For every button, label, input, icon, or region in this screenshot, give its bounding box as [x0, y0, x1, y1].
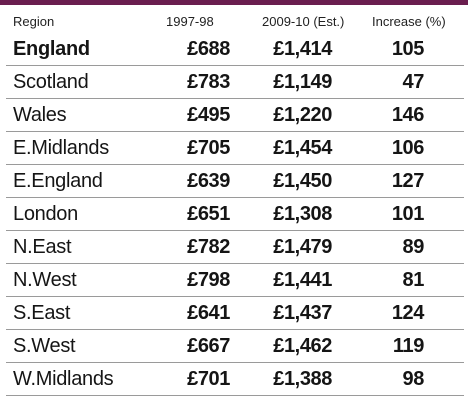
table-row: S.West £667 £1,462 119 [6, 330, 464, 363]
table-row: E.Midlands £705 £1,454 106 [6, 132, 464, 165]
region-cell: N.East [13, 235, 72, 258]
increase-cell: 127 [391, 169, 425, 192]
header-2009-10: 2009-10 (Est.) [262, 13, 345, 29]
value-1997-cell: £798 [187, 268, 230, 291]
table-row: N.East £782 £1,479 89 [6, 231, 464, 264]
region-cell: Wales [13, 103, 67, 126]
table-row: S.East £641 £1,437 124 [6, 297, 464, 330]
value-2009-cell: £1,441 [273, 268, 332, 291]
region-cell: S.East [13, 301, 71, 324]
table-row: E.England £639 £1,450 127 [6, 165, 464, 198]
value-2009-cell: £1,450 [273, 169, 332, 192]
increase-cell: 101 [391, 202, 425, 225]
table-row: London £651 £1,308 101 [6, 198, 464, 231]
increase-cell: 119 [392, 334, 424, 357]
value-2009-cell: £1,414 [273, 37, 332, 60]
value-2009-cell: £1,479 [273, 235, 332, 258]
increase-cell: 105 [391, 37, 425, 60]
region-cell: E.Midlands [13, 136, 109, 159]
value-1997-cell: £783 [187, 70, 230, 93]
value-1997-cell: £705 [187, 136, 230, 159]
region-cell: England [13, 37, 90, 60]
header-1997-98: 1997-98 [166, 13, 214, 29]
value-2009-cell: £1,388 [273, 367, 332, 390]
region-cell: N.West [13, 268, 77, 291]
increase-cell: 47 [402, 70, 425, 93]
council-tax-table: Region 1997-98 2009-10 (Est.) Increase (… [6, 9, 464, 396]
value-1997-cell: £782 [187, 235, 230, 258]
region-cell: London [13, 202, 78, 225]
value-2009-cell: £1,454 [273, 136, 332, 159]
value-1997-cell: £495 [187, 103, 230, 126]
value-2009-cell: £1,149 [273, 70, 332, 93]
increase-cell: 98 [402, 367, 425, 390]
region-cell: E.England [13, 169, 103, 192]
header-region: Region [13, 13, 55, 29]
table-row: England £688 £1,414 105 [6, 33, 464, 66]
region-cell: S.West [13, 334, 76, 357]
value-1997-cell: £639 [187, 169, 230, 192]
increase-cell: 124 [391, 301, 425, 324]
table-header-row: Region 1997-98 2009-10 (Est.) Increase (… [6, 9, 464, 33]
value-2009-cell: £1,437 [273, 301, 332, 324]
increase-cell: 81 [402, 268, 425, 291]
region-cell: Scotland [13, 70, 89, 93]
top-color-band [0, 0, 468, 5]
value-1997-cell: £701 [187, 367, 230, 390]
value-1997-cell: £667 [187, 334, 230, 357]
value-2009-cell: £1,220 [273, 103, 332, 126]
increase-cell: 89 [402, 235, 425, 258]
increase-cell: 146 [391, 103, 425, 126]
value-1997-cell: £688 [187, 37, 230, 60]
region-cell: W.Midlands [13, 367, 114, 390]
table-row: N.West £798 £1,441 81 [6, 264, 464, 297]
increase-cell: 106 [391, 136, 425, 159]
value-2009-cell: £1,308 [273, 202, 332, 225]
value-2009-cell: £1,462 [273, 334, 332, 357]
value-1997-cell: £651 [187, 202, 230, 225]
table-row: Wales £495 £1,220 146 [6, 99, 464, 132]
value-1997-cell: £641 [187, 301, 230, 324]
table-row: Scotland £783 £1,149 47 [6, 66, 464, 99]
table-body: England £688 £1,414 105 Scotland £783 £1… [6, 33, 464, 396]
table-row: W.Midlands £701 £1,388 98 [6, 363, 464, 396]
header-increase: Increase (%) [372, 13, 446, 29]
